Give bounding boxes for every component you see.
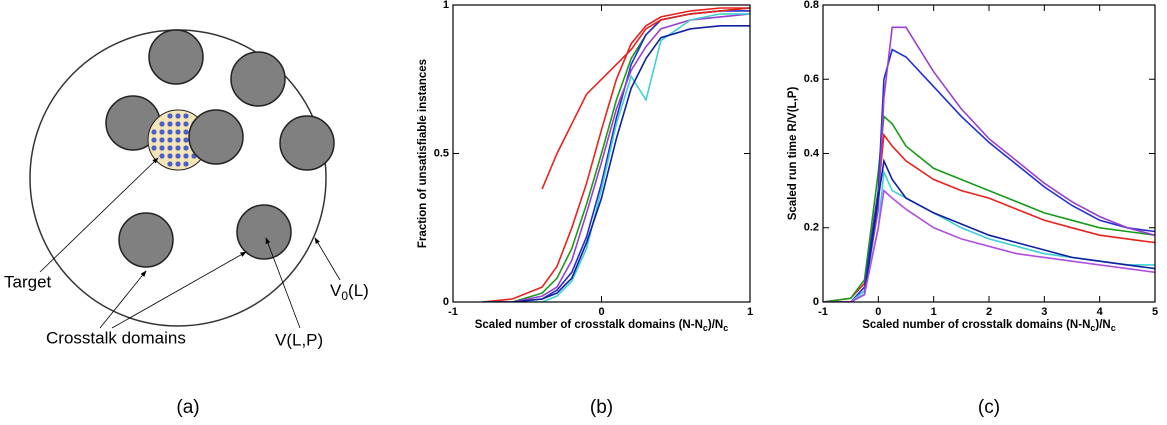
- dot: [167, 129, 173, 135]
- y-axis-label: Fraction of unsatisfiable instances: [417, 59, 429, 248]
- series-line: [482, 13, 750, 302]
- y-tick-label: 0.8: [804, 0, 819, 11]
- dot: [167, 161, 173, 167]
- dot: [175, 121, 181, 127]
- x-tick-label: 0: [598, 306, 604, 318]
- dot: [183, 161, 189, 167]
- dot: [151, 145, 157, 151]
- x-axis-label: Scaled number of crosstalk domains (N-Nc…: [475, 319, 729, 333]
- dot: [167, 113, 173, 119]
- dot: [167, 145, 173, 151]
- panel-label: (a): [176, 397, 199, 418]
- dot: [183, 121, 189, 127]
- arrow: [111, 251, 247, 329]
- x-tick-label: 0: [875, 306, 881, 318]
- arrow: [265, 237, 301, 329]
- series-line: [482, 10, 750, 302]
- dot: [159, 153, 165, 159]
- x-tick-label: 1: [931, 306, 937, 318]
- dot: [151, 137, 157, 143]
- dot: [167, 153, 173, 159]
- series-line: [823, 26, 1155, 302]
- domain: [118, 212, 174, 268]
- v-lp-label: V(L,P): [275, 330, 323, 349]
- v0-label: V0(L): [330, 281, 369, 303]
- x-tick-label: -1: [818, 306, 828, 318]
- dot: [159, 129, 165, 135]
- y-tick-label: 1: [443, 0, 449, 11]
- series-line: [823, 114, 1155, 302]
- x-tick-label: -1: [448, 306, 458, 318]
- y-tick-label: 0: [443, 296, 449, 308]
- dot: [175, 145, 181, 151]
- x-tick-label: 4: [1097, 306, 1104, 318]
- target-label: Target: [4, 272, 52, 291]
- x-tick-label: 3: [1041, 306, 1047, 318]
- dot: [183, 145, 189, 151]
- dot: [175, 113, 181, 119]
- dot: [175, 137, 181, 143]
- series-line: [482, 7, 750, 302]
- y-tick-label: 0.4: [804, 147, 820, 159]
- panel-label: (b): [590, 397, 613, 418]
- arrow: [99, 270, 147, 329]
- x-axis-label: Scaled number of crosstalk domains (N-Nc…: [862, 319, 1116, 333]
- panel-label: (c): [978, 397, 1000, 418]
- series-line: [482, 13, 750, 302]
- dot: [159, 137, 165, 143]
- dot: [175, 129, 181, 135]
- arrow: [314, 237, 341, 281]
- series-line: [541, 7, 750, 190]
- series-line: [482, 25, 750, 302]
- x-tick-label: 5: [1152, 306, 1158, 318]
- x-tick-label: 2: [986, 306, 992, 318]
- dot: [167, 121, 173, 127]
- dot: [167, 137, 173, 143]
- y-axis-label: Scaled run time R/V(L,P): [787, 87, 799, 221]
- dot: [183, 153, 189, 159]
- series-line: [823, 158, 1155, 302]
- dot: [183, 129, 189, 135]
- domain: [236, 204, 292, 260]
- arrow: [39, 157, 159, 273]
- dot: [183, 137, 189, 143]
- series-line: [482, 7, 750, 302]
- domain: [279, 115, 335, 171]
- series-line: [823, 189, 1155, 302]
- dot: [175, 161, 181, 167]
- domain: [230, 51, 286, 107]
- y-tick-label: 0: [813, 296, 819, 308]
- domain: [188, 109, 244, 165]
- y-tick-label: 0.5: [434, 147, 449, 159]
- dot: [151, 129, 157, 135]
- series-line: [823, 48, 1155, 302]
- dot: [159, 145, 165, 151]
- diagram: Target Crosstalk domains V(L,P) V0(L) (a…: [4, 29, 369, 418]
- y-tick-label: 0.6: [804, 73, 819, 85]
- crosstalk-label: Crosstalk domains: [46, 328, 186, 347]
- domain: [148, 29, 204, 85]
- dot: [183, 113, 189, 119]
- y-tick-label: 0.2: [804, 222, 819, 234]
- dot: [175, 153, 181, 159]
- dot: [159, 121, 165, 127]
- x-tick-label: 1: [747, 306, 753, 318]
